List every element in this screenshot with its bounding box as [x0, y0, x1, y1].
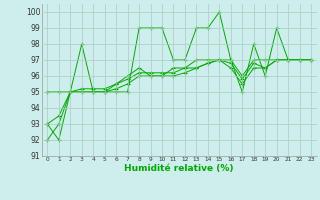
X-axis label: Humidité relative (%): Humidité relative (%)	[124, 164, 234, 173]
